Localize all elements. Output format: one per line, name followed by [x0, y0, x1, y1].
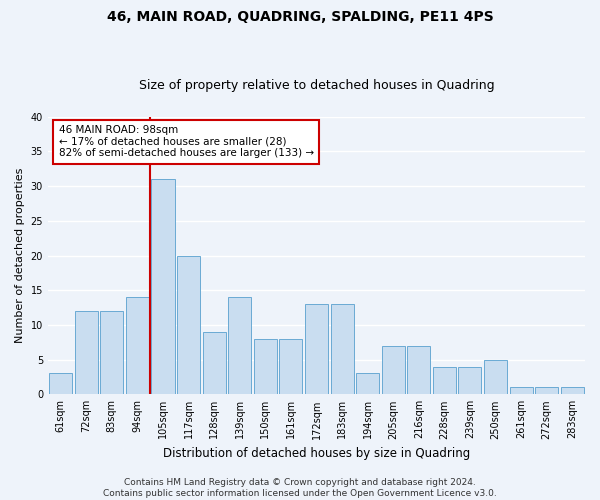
Bar	[280, 339, 302, 394]
Bar	[458, 366, 481, 394]
Bar	[49, 374, 72, 394]
Text: Contains HM Land Registry data © Crown copyright and database right 2024.
Contai: Contains HM Land Registry data © Crown c…	[103, 478, 497, 498]
Bar	[75, 311, 98, 394]
Bar	[407, 346, 430, 395]
Bar	[228, 297, 251, 394]
Title: Size of property relative to detached houses in Quadring: Size of property relative to detached ho…	[139, 79, 494, 92]
Bar	[561, 388, 584, 394]
Bar	[254, 339, 277, 394]
Bar	[535, 388, 558, 394]
Bar	[126, 297, 149, 394]
Bar	[382, 346, 404, 395]
X-axis label: Distribution of detached houses by size in Quadring: Distribution of detached houses by size …	[163, 447, 470, 460]
Bar	[177, 256, 200, 394]
Bar	[331, 304, 353, 394]
Bar	[356, 374, 379, 394]
Text: 46 MAIN ROAD: 98sqm
← 17% of detached houses are smaller (28)
82% of semi-detach: 46 MAIN ROAD: 98sqm ← 17% of detached ho…	[59, 125, 314, 158]
Bar	[100, 311, 124, 394]
Bar	[433, 366, 456, 394]
Bar	[305, 304, 328, 394]
Bar	[203, 332, 226, 394]
Y-axis label: Number of detached properties: Number of detached properties	[15, 168, 25, 343]
Bar	[484, 360, 507, 394]
Bar	[151, 179, 175, 394]
Text: 46, MAIN ROAD, QUADRING, SPALDING, PE11 4PS: 46, MAIN ROAD, QUADRING, SPALDING, PE11 …	[107, 10, 493, 24]
Bar	[509, 388, 533, 394]
